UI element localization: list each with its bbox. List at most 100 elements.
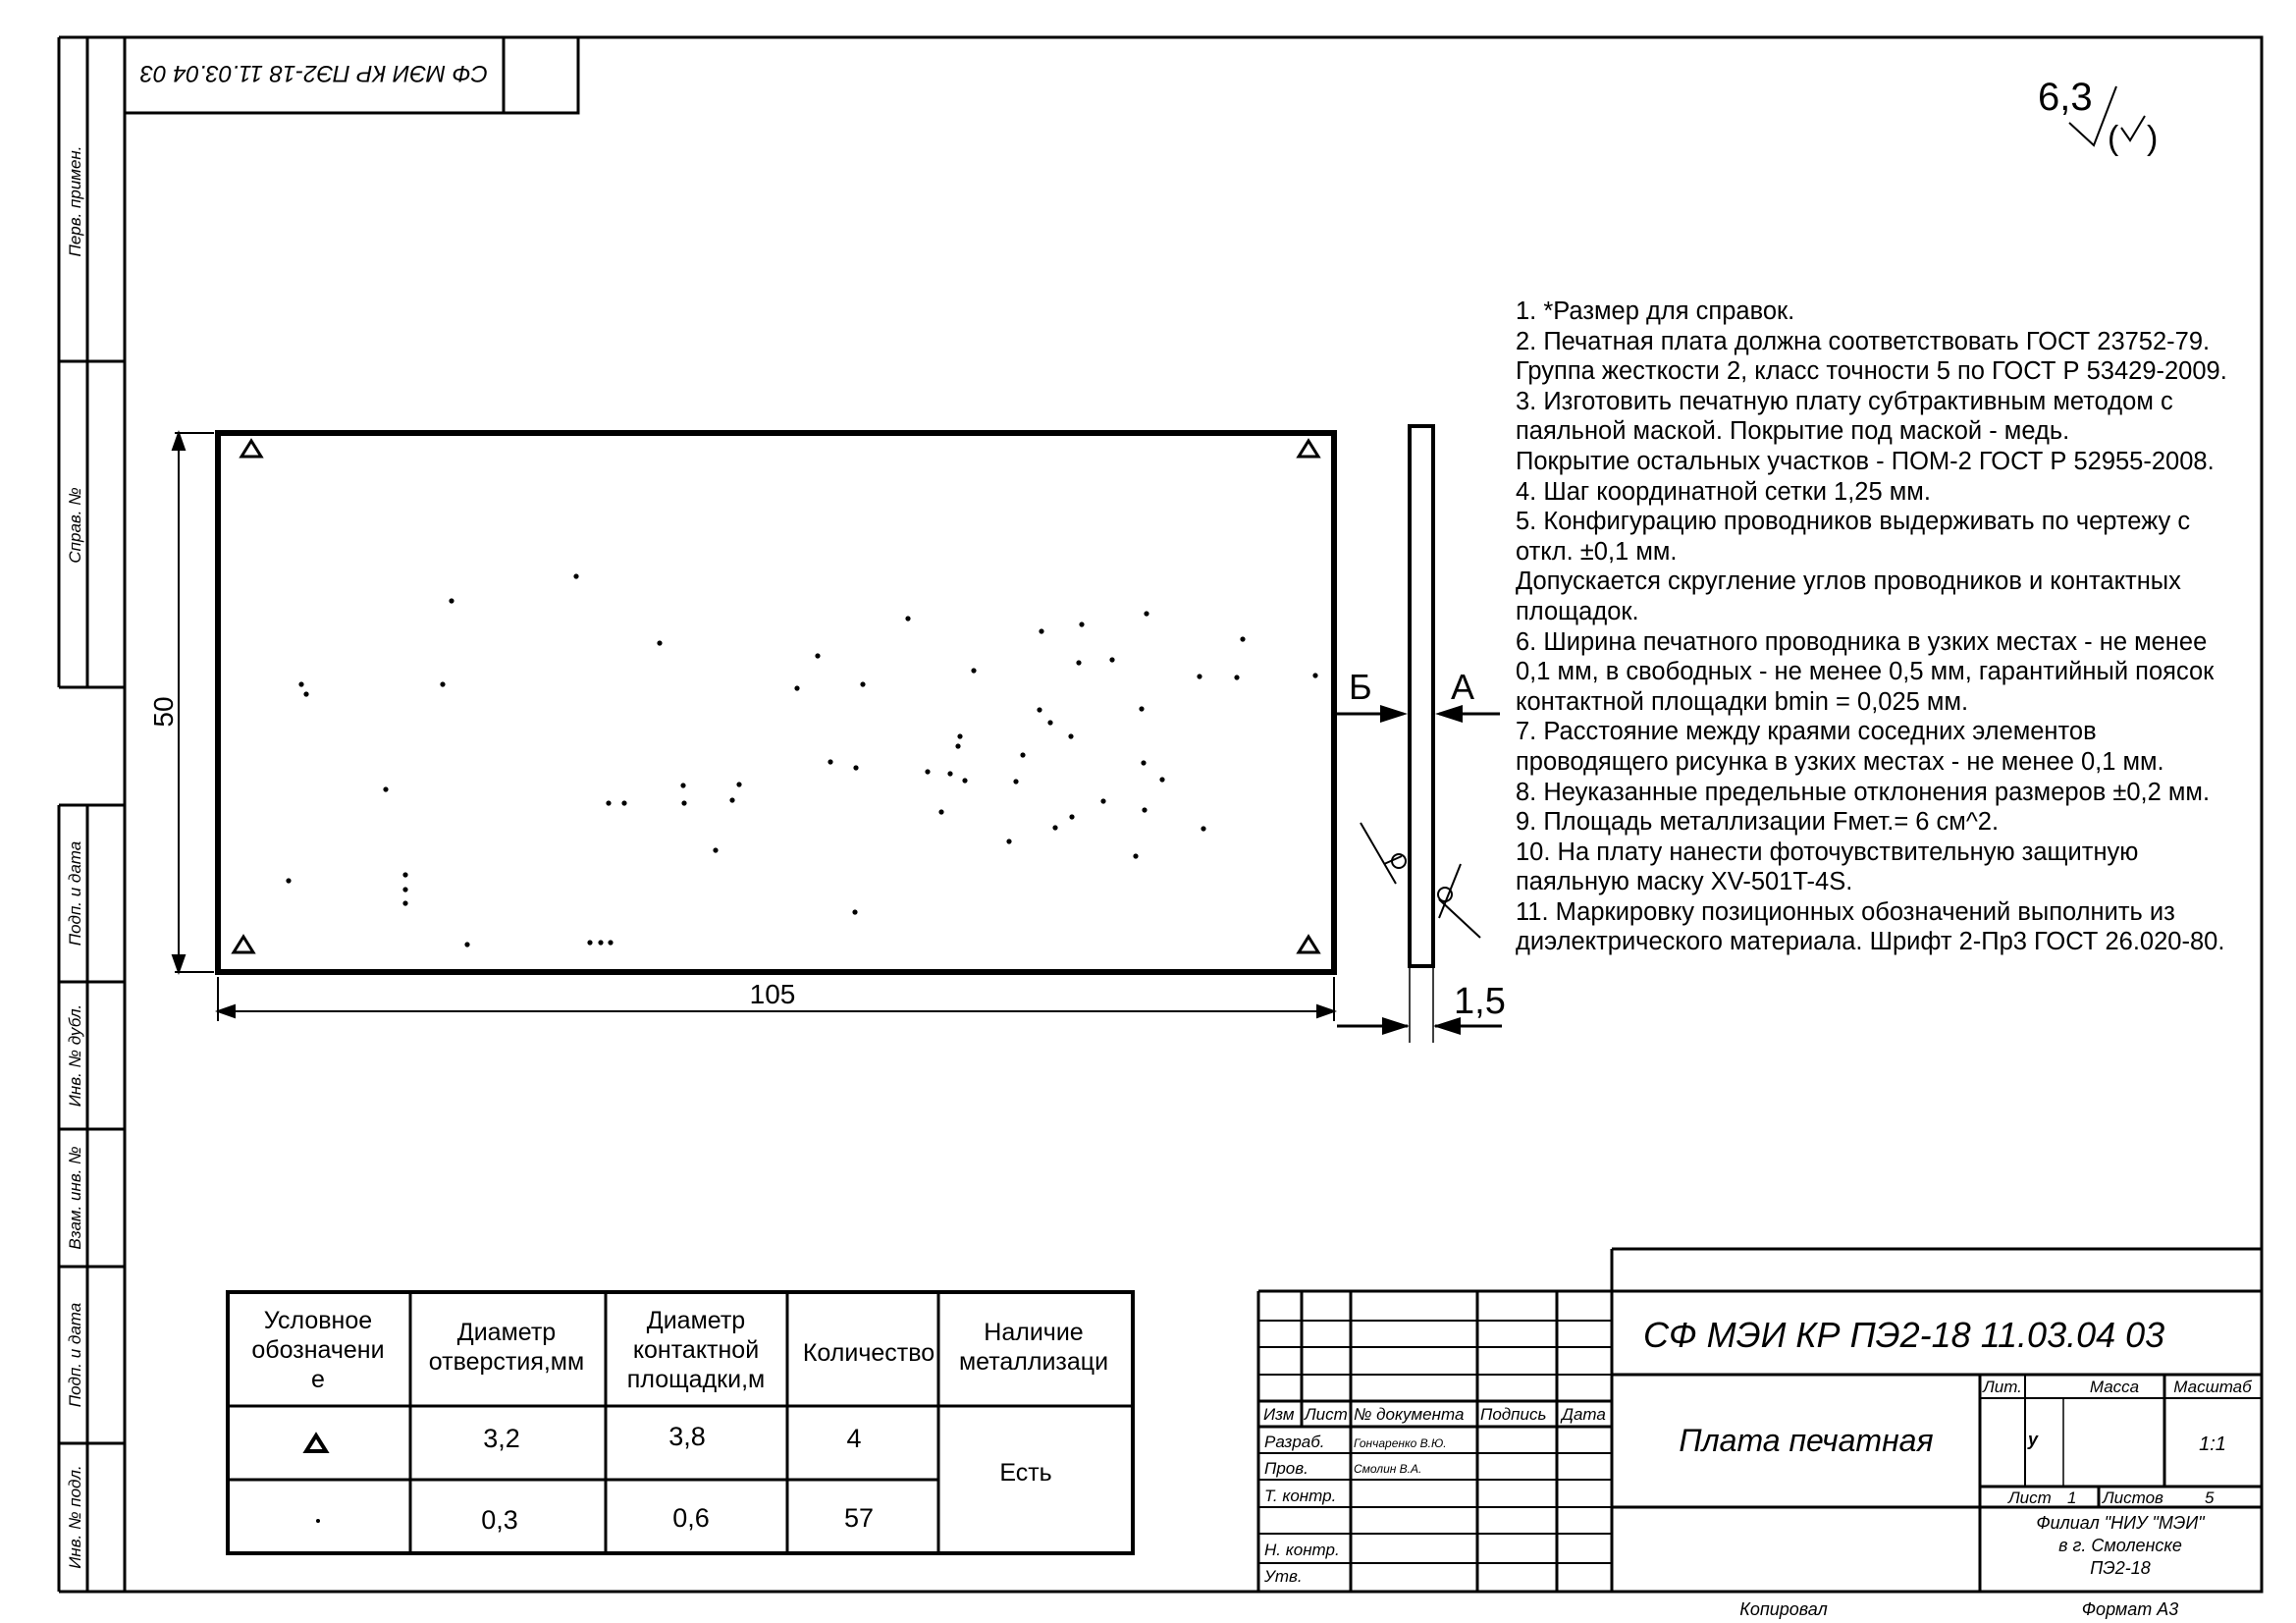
via-hole <box>925 769 931 775</box>
col-list: Лист <box>1304 1405 1348 1424</box>
via-hole <box>449 598 454 604</box>
via-hole <box>303 691 309 697</box>
th-symbol-3: е <box>311 1366 325 1393</box>
via-hole <box>1201 826 1206 832</box>
via-hole <box>1240 636 1246 642</box>
side-label-perv: Перв. примен. <box>66 146 84 257</box>
row1-pad: 3,8 <box>668 1422 706 1451</box>
via-hole <box>794 685 800 691</box>
via-hole <box>681 800 687 806</box>
mounting-hole-tr <box>1296 438 1321 459</box>
via-hole <box>1079 622 1085 627</box>
roughness-symbol: 6,3 ( ) <box>2038 76 2158 157</box>
scale-label: Масштаб <box>2173 1378 2253 1396</box>
note-5: Покрытие остальных участков - ПОМ-2 ГОСТ… <box>1516 447 2215 475</box>
developer-name: Гончаренко В.Ю. <box>1354 1436 1447 1450</box>
note-1: 1. *Размер для справок. <box>1516 298 1795 325</box>
note-2: 2. Печатная плата должна соответствовать… <box>1516 327 2211 355</box>
via-hole <box>1144 611 1149 617</box>
sheets-value: 5 <box>2205 1488 2215 1507</box>
row2-hole: 0,3 <box>481 1505 518 1535</box>
via-hole <box>383 786 389 792</box>
sheets-label: Листов <box>2102 1488 2163 1507</box>
note-14: 11. Маркировку позиционных обозначений в… <box>1516 897 2225 956</box>
board-outline <box>215 430 1337 975</box>
via-hole <box>440 681 446 687</box>
board-edge <box>1408 424 1435 968</box>
via-hole <box>621 800 627 806</box>
via-hole <box>402 900 408 906</box>
via-hole <box>1047 720 1053 726</box>
holes-table-header: Условное обозначени е Диаметр отверстия,… <box>251 1307 1108 1393</box>
via-hole <box>1100 798 1106 804</box>
via-hole <box>1159 777 1165 783</box>
svg-text:): ) <box>2147 120 2158 157</box>
mounting-hole-br <box>1296 934 1321 954</box>
side-view <box>1335 424 1502 1043</box>
via-hole <box>1020 752 1026 758</box>
th-metal-2: металлизаци <box>959 1348 1108 1376</box>
dim-width-label: 105 <box>750 979 796 1009</box>
via-hole <box>657 640 663 646</box>
th-hole-1: Диаметр <box>457 1319 556 1346</box>
via-hole <box>957 733 963 739</box>
side-label-vzam: Взам. инв. № <box>66 1146 84 1249</box>
svg-text:(: ( <box>2108 120 2119 157</box>
col-sign: Подпись <box>1480 1405 1546 1424</box>
symbol-triangle <box>302 1432 330 1453</box>
via-hole <box>1109 657 1115 663</box>
via-hole <box>955 743 961 749</box>
via-hole <box>286 878 292 884</box>
via-hole <box>608 940 614 946</box>
side-label-podp1: Подп. и дата <box>66 841 84 946</box>
part-name: Плата печатная <box>1679 1423 1933 1458</box>
title-block-text: СФ МЭИ КР ПЭ2-18 11.03.04 03 Плата печат… <box>1263 1315 2253 1619</box>
frame <box>57 35 2264 1594</box>
note-8: Допускается скругление углов проводников… <box>1516 568 2181 625</box>
view-label-b: Б <box>1349 667 1372 707</box>
via-hole <box>464 942 470 947</box>
via-hole <box>402 872 408 878</box>
lit-value: у <box>2027 1430 2039 1449</box>
side-label-sprav: Справ. № <box>66 487 84 563</box>
holes-table <box>226 1290 1135 1555</box>
col-date: Дата <box>1560 1405 1606 1424</box>
roughness-value: 6,3 <box>2038 76 2093 119</box>
role-checker: Пров. <box>1264 1459 1308 1478</box>
title-block <box>1256 1247 2262 1592</box>
row1-count: 4 <box>846 1424 861 1453</box>
via-hole <box>1013 779 1019 784</box>
row2-pad: 0,6 <box>672 1503 710 1533</box>
via-hole <box>1234 675 1240 680</box>
via-hole <box>1069 814 1075 820</box>
via-hole <box>1006 839 1012 844</box>
via-hole <box>1141 760 1147 766</box>
via-hole <box>1133 853 1139 859</box>
mounting-hole-tl <box>239 438 264 459</box>
via-hole <box>815 653 821 659</box>
via-hole <box>1312 673 1318 678</box>
org-line-2: в г. Смоленске <box>2058 1536 2182 1555</box>
note-12: 9. Площадь металлизации Fмет.= 6 см^2. <box>1516 808 2000 837</box>
via-hole <box>736 782 742 787</box>
note-13: 10. На плату нанести фоточувствительную … <box>1516 838 2139 896</box>
th-hole-2: отверстия,мм <box>429 1348 584 1376</box>
via-hole <box>587 940 593 946</box>
dimension-height <box>171 429 214 976</box>
holes-table-body: 3,2 3,8 4 0,3 0,6 57 Есть <box>302 1422 1052 1535</box>
th-pad-3: площадки,м <box>627 1366 765 1393</box>
via-hole <box>1076 660 1082 666</box>
role-norm: Н. контр. <box>1264 1541 1340 1559</box>
th-metal-1: Наличие <box>984 1319 1083 1346</box>
pcb-board <box>215 430 1337 975</box>
technical-notes: 1. *Размер для справок. 2. Печатная плат… <box>1516 297 2242 957</box>
role-tech: Т. контр. <box>1264 1487 1336 1505</box>
via-hole <box>402 887 408 893</box>
th-symbol-2: обозначени <box>251 1336 384 1364</box>
via-hole <box>598 940 604 946</box>
row1-hole: 3,2 <box>483 1424 520 1453</box>
role-developer: Разраб. <box>1264 1433 1325 1451</box>
side-label-podp2: Подп. и дата <box>66 1303 84 1407</box>
org-line-1: Филиал "НИУ "МЭИ" <box>2036 1513 2206 1533</box>
dimension-width <box>214 977 1338 1021</box>
